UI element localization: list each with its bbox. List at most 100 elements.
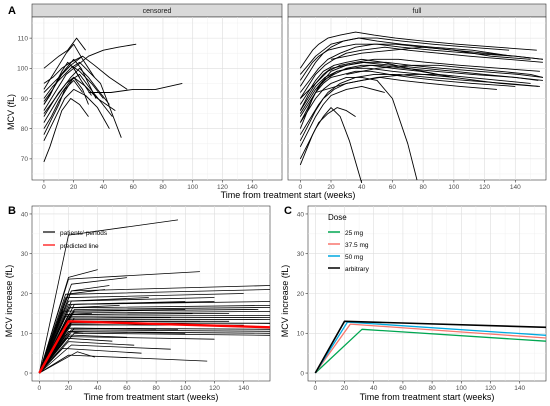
legend-label-patients: patients' periods [60,230,108,237]
full-patient-line [299,31,537,69]
facet-censored: censored 70 80 90 100 110 0 20 40 60 80 100 120 140 [17,3,283,191]
censored-xtick-label: 20 [70,184,78,191]
c-ytick-label: 40 [297,211,305,218]
full-patient-line [299,76,418,181]
b-ytick-label: 0 [24,370,28,377]
panel-b-ylabel: MCV increase (fL) [4,265,14,338]
censored-ytick-label: 90 [21,96,29,103]
censored-xtick-label: 60 [130,184,138,191]
legend-title-dose: Dose [328,213,347,222]
b-ytick-label: 40 [21,211,29,218]
full-xtick-label: 40 [358,184,366,191]
patient-period-line [38,285,110,374]
panel-a-xlabel: Time from treatment start (weeks) [221,190,356,200]
b-ytick-label: 20 [21,291,29,298]
x-ticks-c: 0 20 40 60 80 100 120 140 [313,381,526,392]
censored-patient-line [43,37,86,69]
full-patient-line [299,37,513,75]
censored-xtick-label: 100 [187,184,198,191]
x-ticks-full: 0 20 40 60 80 100 120 140 [298,180,521,191]
predicted-line [38,320,271,374]
series-lines-full [299,31,544,184]
full-patient-line [299,43,543,81]
panel-b: B MCV increase (fL) 0 10 20 30 40 0 20 40 60 80 1… [4,205,271,402]
legend-label-predicted: predicted line [60,243,99,250]
c-xtick-label: 140 [514,385,525,392]
grid-c [308,206,546,381]
full-patient-line [299,58,439,105]
censored-patient-line [43,43,95,90]
full-xtick-label: 140 [510,184,521,191]
full-patient-line [346,64,544,78]
censored-patient-line [88,82,183,93]
x-ticks-b: 0 20 40 60 80 100 120 140 [37,381,250,392]
panel-a: A MCV (fL) censored 70 80 90 100 110 0 20 40 60… [6,3,547,200]
c-xtick-label: 80 [428,385,436,392]
c-xtick-label: 20 [341,385,349,392]
series-lines-c [314,320,547,374]
b-xtick-label: 60 [123,385,131,392]
x-ticks-censored: 0 20 40 60 80 100 120 140 [42,180,258,191]
b-ytick-label: 10 [21,331,29,338]
patient-period-line [39,344,171,374]
b-xtick-label: 120 [209,385,220,392]
censored-patient-line [43,55,83,93]
legend-c: Dose 25 mg 37.5 mg 50 mg arbitrary [328,213,370,273]
panel-label-c: C [284,205,292,217]
patient-period-line [38,269,98,374]
dose-line-arbitrary [314,320,547,374]
c-xtick-label: 40 [370,385,378,392]
patient-period-line [38,219,179,374]
censored-xtick-label: 0 [42,184,46,191]
censored-patient-line [43,61,122,138]
grid-censored [32,17,282,180]
panel-label-b: B [8,205,16,217]
censored-xtick-label: 120 [217,184,228,191]
patient-period-line [38,332,271,374]
b-xtick-label: 40 [94,385,102,392]
censored-patient-line [43,61,80,105]
full-patient-line [299,58,540,99]
y-ticks-b: 0 10 20 30 40 [21,211,32,377]
full-xtick-label: 120 [479,184,490,191]
full-patient-line [330,46,543,60]
full-xtick-label: 0 [298,184,302,191]
b-ytick-label: 30 [21,251,29,258]
censored-patient-line [43,67,110,114]
b-xtick-label: 140 [238,385,249,392]
patient-period-line [39,354,208,374]
patient-period-line [39,351,95,374]
full-patient-line [299,73,540,135]
panel-c: C MCV increase (fL) 0 10 20 30 40 0 20 40 60 80 1… [280,205,547,402]
full-patient-line [315,73,531,93]
censored-patient-line [43,67,92,111]
facet-full: full 0 20 40 60 80 100 120 140 [287,3,547,191]
b-xtick-label: 0 [37,385,41,392]
legend-label-25mg: 25 mg [345,230,363,237]
censored-patient-line [43,88,110,141]
panel-c-xlabel: Time from treatment start (weeks) [360,392,495,402]
full-xtick-label: 100 [448,184,459,191]
full-patient-line [299,107,363,184]
y-ticks-c: 0 10 20 30 40 [297,211,308,377]
censored-ytick-label: 110 [18,35,29,42]
b-xtick-label: 100 [180,385,191,392]
patient-period-line [38,313,193,374]
c-xtick-label: 120 [485,385,496,392]
full-patient-line [299,107,356,166]
legend-label-50mg: 50 mg [345,254,363,261]
full-patient-line [299,85,385,148]
c-ytick-label: 10 [297,331,305,338]
facet-title-full: full [413,8,422,15]
full-xtick-label: 20 [327,184,335,191]
legend-label-37-5mg: 37.5 mg [345,242,369,249]
b-xtick-label: 80 [152,385,160,392]
censored-ytick-label: 100 [17,66,28,73]
b-xtick-label: 20 [65,385,73,392]
censored-patient-line [43,98,89,163]
panel-b-xlabel: Time from treatment start (weeks) [84,392,219,402]
panel-c-ylabel: MCV increase (fL) [280,265,290,338]
patient-period-line [38,289,271,374]
full-patient-line [299,61,543,114]
